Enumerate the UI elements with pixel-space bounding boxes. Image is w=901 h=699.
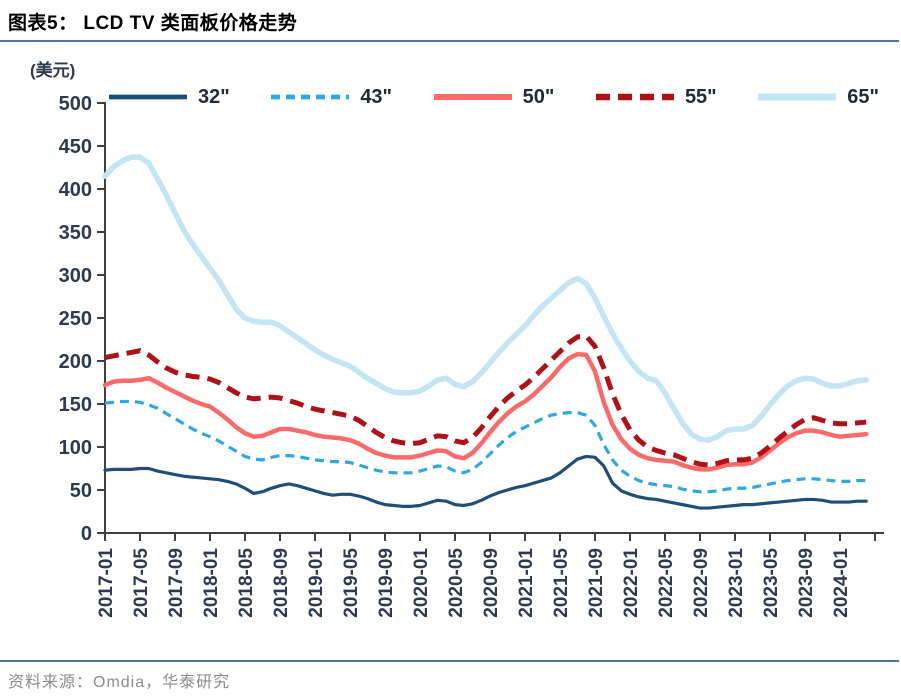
y-tick-label: 50 bbox=[70, 480, 92, 502]
x-tick-label: 2018-05 bbox=[236, 548, 257, 618]
y-tick-label: 100 bbox=[59, 437, 92, 459]
legend-item-55in: 55" bbox=[594, 86, 717, 109]
series-line-43in bbox=[104, 399, 867, 494]
series-line-55in bbox=[104, 333, 867, 468]
legend-label-43in: 43" bbox=[360, 85, 393, 108]
legend-item-43in: 43" bbox=[269, 86, 392, 109]
legend-line-sample-55in bbox=[595, 93, 674, 101]
legend-label-65in: 65" bbox=[847, 85, 879, 108]
y-tick-label: 400 bbox=[59, 179, 92, 201]
legend-line-sample-65in bbox=[758, 93, 837, 101]
x-tick-label: 2021-01 bbox=[516, 548, 537, 618]
x-tick-label: 2019-05 bbox=[341, 548, 362, 618]
x-tick-label: 2017-05 bbox=[131, 548, 152, 618]
legend-label-32in: 32" bbox=[198, 85, 230, 108]
y-tick-label: 300 bbox=[59, 265, 92, 287]
y-axis-unit-label: (美元) bbox=[30, 61, 76, 80]
x-tick-label: 2022-05 bbox=[656, 548, 677, 618]
y-tick-label: 500 bbox=[59, 93, 92, 115]
x-tick-label: 2022-09 bbox=[691, 548, 712, 618]
x-tick-label: 2022-01 bbox=[621, 548, 642, 618]
x-tick-label: 2020-05 bbox=[446, 548, 467, 618]
series-line-32in bbox=[103, 454, 868, 510]
x-tick-label: 2020-09 bbox=[481, 548, 502, 618]
x-tick-label: 2017-09 bbox=[166, 548, 187, 618]
page-title: 图表5： LCD TV 类面板价格走势 bbox=[8, 13, 298, 34]
footer-divider bbox=[0, 660, 899, 662]
source-note: 资料来源：Omdia，华泰研究 bbox=[8, 674, 231, 691]
x-tick-label: 2023-09 bbox=[796, 548, 817, 618]
x-tick-label: 2021-05 bbox=[551, 548, 572, 618]
x-tick-label: 2017-01 bbox=[96, 548, 117, 618]
x-tick-label: 2019-01 bbox=[306, 548, 327, 618]
x-tick-label: 2023-01 bbox=[726, 548, 747, 618]
legend-item-50in: 50" bbox=[432, 85, 555, 109]
title-divider bbox=[0, 40, 899, 42]
legend-line-sample-50in bbox=[433, 94, 512, 100]
x-tick-label: 2020-01 bbox=[411, 548, 432, 618]
x-tick-label: 2023-05 bbox=[761, 548, 782, 618]
x-tick-label: 2021-09 bbox=[586, 548, 607, 618]
y-tick-label: 450 bbox=[59, 136, 92, 158]
x-tick-label: 2018-01 bbox=[201, 548, 222, 618]
x-tick-label: 2018-09 bbox=[271, 548, 292, 618]
legend-line-sample-43in bbox=[271, 94, 350, 100]
y-tick-label: 200 bbox=[59, 351, 92, 373]
y-tick-label: 0 bbox=[81, 523, 92, 545]
y-tick-label: 350 bbox=[59, 222, 92, 244]
y-tick-label: 150 bbox=[59, 394, 92, 416]
x-tick-label: 2019-09 bbox=[376, 548, 397, 618]
legend-label-55in: 55" bbox=[684, 85, 717, 108]
chart-legend: 32" 43" 50" 55" 65" bbox=[107, 85, 879, 109]
series-line-65in bbox=[102, 154, 869, 443]
legend-line-sample-32in bbox=[109, 94, 187, 100]
legend-label-50in: 50" bbox=[522, 85, 555, 108]
series-line-50in bbox=[102, 351, 869, 472]
price-trend-chart: 0 50 100 150 200 250 300 350 400 450 500 2017-01 201… bbox=[59, 93, 884, 618]
legend-item-65in: 65" bbox=[756, 86, 879, 109]
legend-item-32in: 32" bbox=[107, 86, 230, 109]
x-tick-label: 2024-01 bbox=[831, 548, 852, 618]
y-tick-label: 250 bbox=[59, 308, 92, 330]
